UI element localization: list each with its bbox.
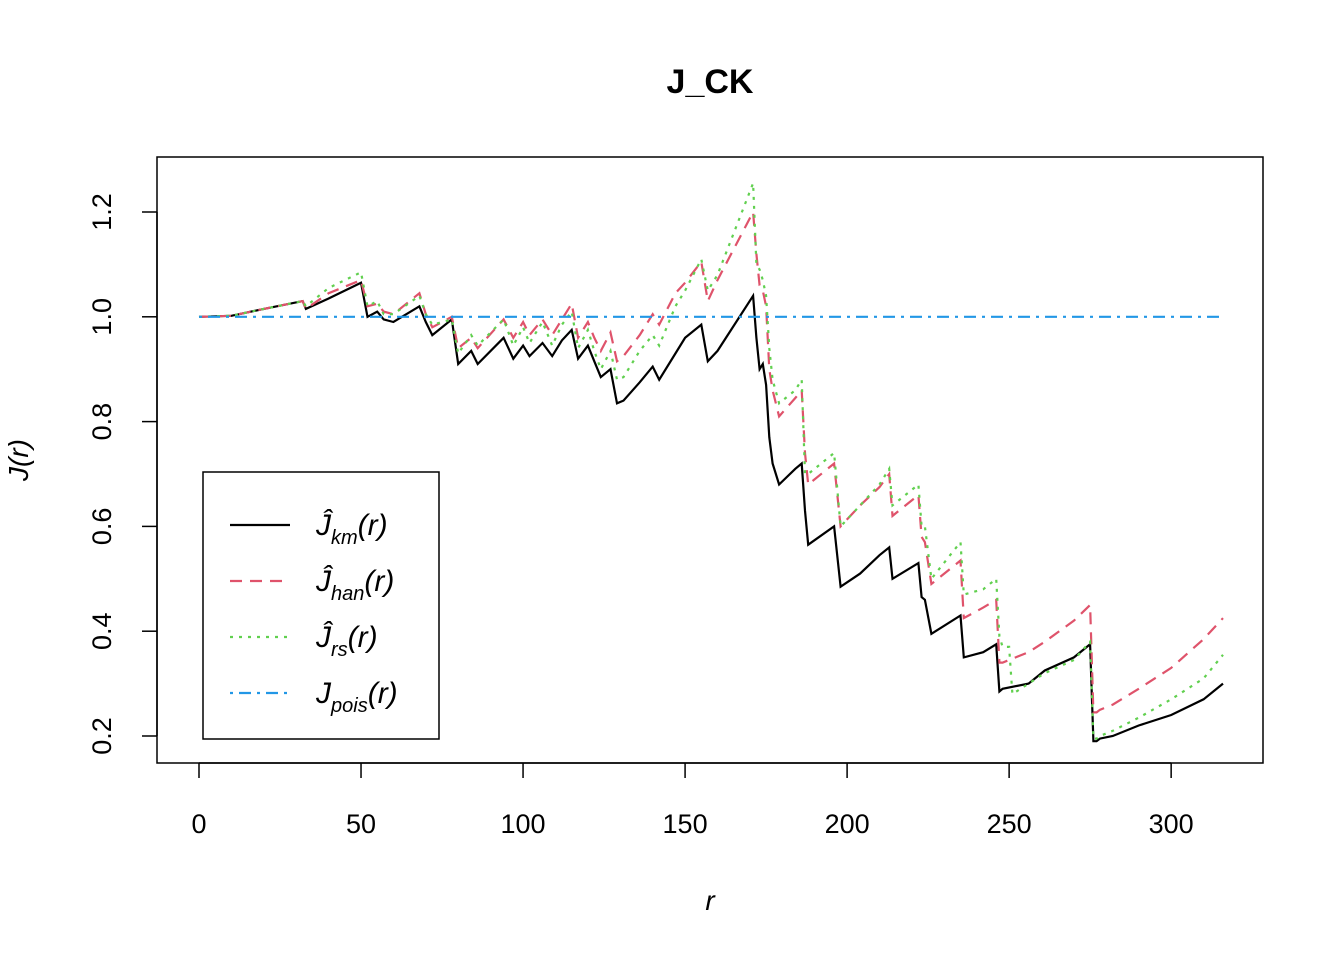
x-tick-label: 0 <box>191 809 206 839</box>
y-axis: 0.2 0.4 0.6 0.8 1.0 1.2 <box>87 193 158 755</box>
legend-argument: (r) <box>368 677 398 710</box>
y-tick-label: 1.2 <box>87 193 117 231</box>
legend-subscript: km <box>331 527 358 549</box>
x-tick-label: 150 <box>663 809 708 839</box>
legend-argument: (r) <box>364 565 394 598</box>
legend-symbol: Ĵ <box>315 564 334 598</box>
x-axis-label: r <box>705 885 716 916</box>
legend-argument: (r) <box>358 509 388 542</box>
legend-label-rs: Ĵrs(r) <box>315 620 378 661</box>
legend-label-km: Ĵkm(r) <box>315 508 388 549</box>
legend: Ĵkm(r)Ĵhan(r)Ĵrs(r)Jpois(r) <box>202 471 440 740</box>
x-tick-label: 300 <box>1149 809 1194 839</box>
y-tick-label: 0.4 <box>87 612 117 650</box>
chart-title: J_CK <box>667 63 754 101</box>
legend-symbol: J <box>315 677 332 710</box>
x-tick-label: 250 <box>987 809 1032 839</box>
x-tick-label: 100 <box>501 809 546 839</box>
x-tick-label: 200 <box>825 809 870 839</box>
y-tick-label: 0.8 <box>87 403 117 441</box>
legend-label-pois: Jpois(r) <box>315 677 398 717</box>
legend-label-han: Ĵhan(r) <box>315 564 394 605</box>
legend-box <box>202 471 440 740</box>
y-tick-label: 0.2 <box>87 717 117 755</box>
legend-symbol: Ĵ <box>315 620 334 654</box>
x-axis: 0 50 100 150 200 250 300 <box>191 762 1194 839</box>
series-line-km <box>198 281 1224 743</box>
y-tick-label: 1.0 <box>87 298 117 336</box>
legend-subscript: rs <box>331 639 348 661</box>
y-tick-label: 0.6 <box>87 508 117 546</box>
legend-argument: (r) <box>348 621 378 654</box>
legend-subscript: pois <box>330 695 368 717</box>
plot-lines <box>198 182 1224 743</box>
y-axis-label: J(r) <box>3 439 34 482</box>
legend-symbol: Ĵ <box>315 508 334 542</box>
x-tick-label: 50 <box>346 809 376 839</box>
legend-subscript: han <box>331 583 364 605</box>
